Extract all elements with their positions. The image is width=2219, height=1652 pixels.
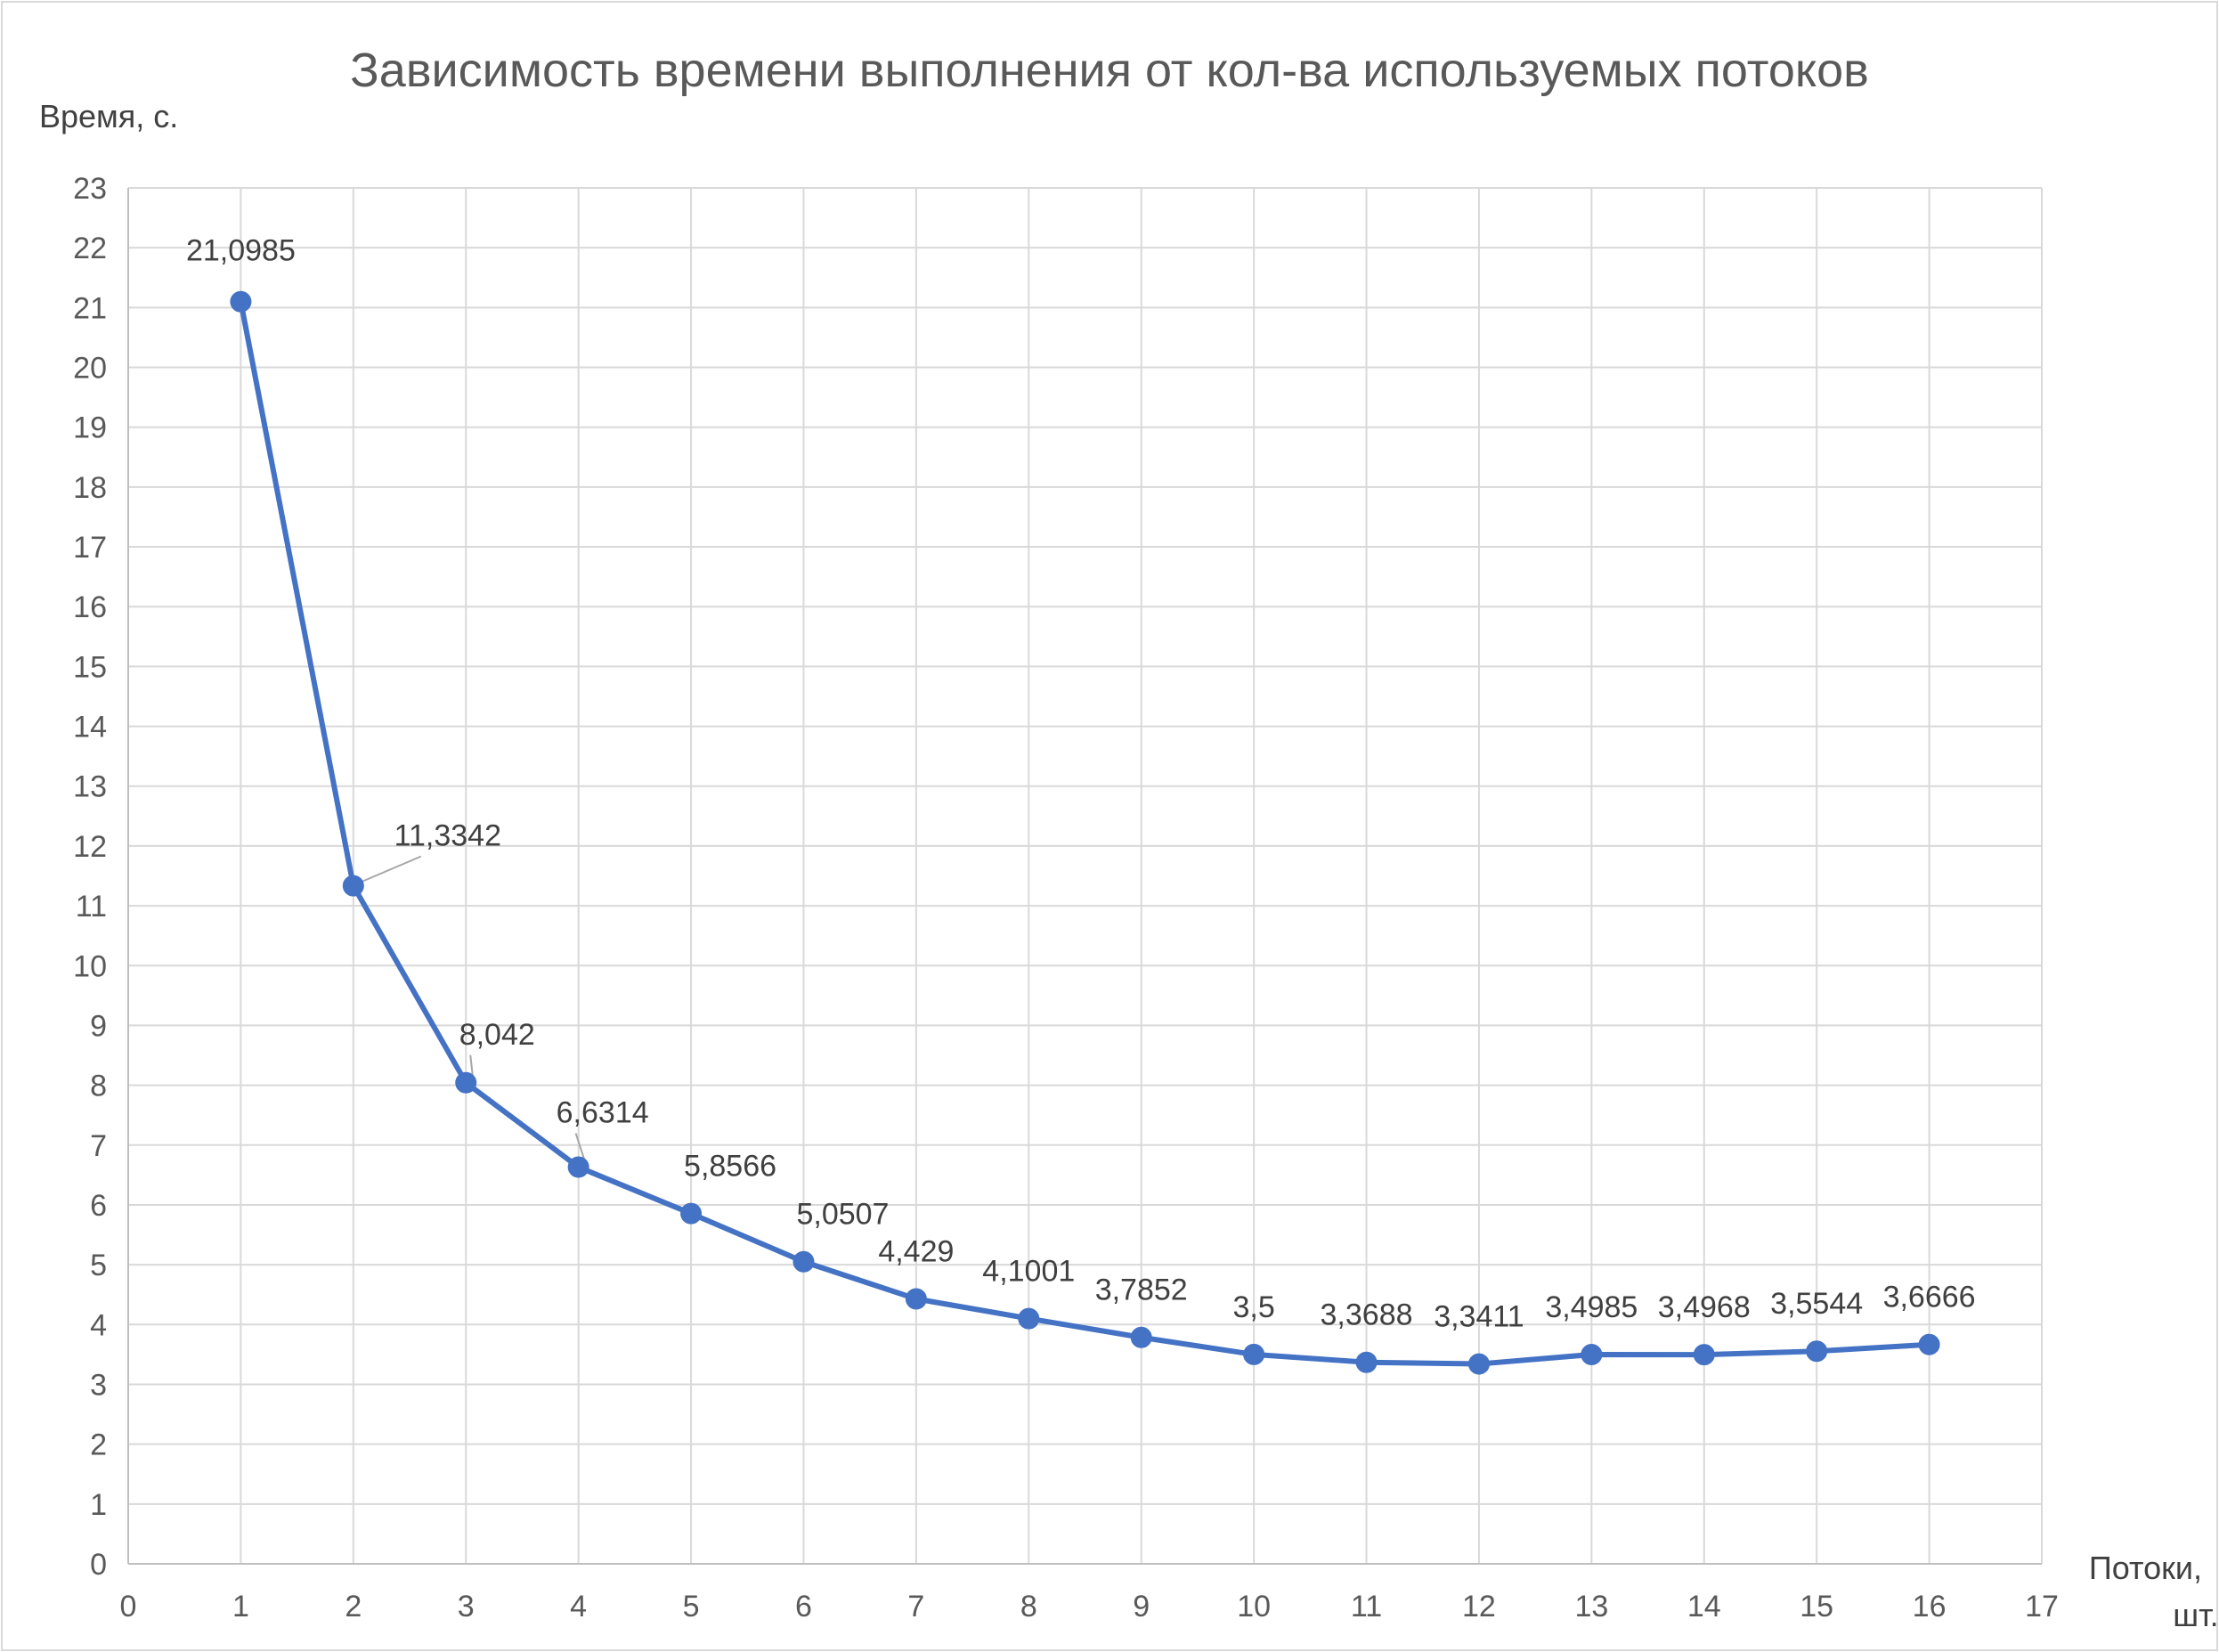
data-point-marker <box>1918 1333 1940 1355</box>
data-label: 5,8566 <box>684 1150 776 1184</box>
x-axis-title-line2: шт. <box>2173 1597 2218 1633</box>
y-tick-label: 6 <box>90 1189 107 1223</box>
series-layer <box>230 290 1940 1375</box>
x-tick-label: 16 <box>1913 1590 1947 1624</box>
y-tick-label: 2 <box>90 1428 107 1462</box>
data-label: 4,1001 <box>982 1255 1075 1289</box>
data-point-marker <box>1806 1340 1828 1363</box>
x-tick-label: 1 <box>232 1590 249 1624</box>
data-point-marker <box>1130 1326 1152 1348</box>
data-point-marker <box>905 1288 927 1310</box>
x-tick-label: 9 <box>1133 1590 1150 1624</box>
data-point-marker <box>1243 1343 1265 1365</box>
data-point-marker <box>342 875 364 897</box>
data-point-marker <box>230 290 252 313</box>
axis-layer <box>127 188 2042 1565</box>
data-label: 4,429 <box>878 1234 954 1268</box>
data-label: 3,4985 <box>1545 1290 1638 1324</box>
data-label: 3,3688 <box>1321 1298 1413 1332</box>
y-tick-label: 22 <box>73 232 107 265</box>
data-label: 6,6314 <box>557 1096 649 1130</box>
y-tick-label: 0 <box>90 1548 107 1582</box>
y-tick-label: 16 <box>73 590 107 624</box>
y-tick-label: 3 <box>90 1368 107 1402</box>
y-tick-label: 23 <box>73 172 107 206</box>
data-point-marker <box>1467 1353 1490 1375</box>
x-tick-label: 4 <box>570 1590 587 1624</box>
x-axis-title-line1: Потоки, <box>2089 1550 2202 1586</box>
x-tick-label: 13 <box>1574 1590 1608 1624</box>
data-label: 3,3411 <box>1434 1300 1524 1334</box>
data-point-marker <box>680 1202 703 1225</box>
x-tick-label: 7 <box>907 1590 924 1624</box>
data-point-marker <box>1581 1343 1603 1365</box>
data-label: 3,6666 <box>1883 1281 1976 1314</box>
x-tick-label: 10 <box>1237 1590 1271 1624</box>
y-tick-label: 14 <box>73 711 107 745</box>
y-tick-label: 8 <box>90 1070 107 1103</box>
y-tick-label: 7 <box>90 1129 107 1163</box>
leader-line <box>360 855 422 883</box>
chart-title: Зависимость времени выполнения от кол-ва… <box>350 44 1869 97</box>
data-point-marker <box>1355 1351 1378 1373</box>
y-axis-title: Время, с. <box>39 98 178 134</box>
x-tick-label: 2 <box>345 1590 362 1624</box>
y-tick-label: 19 <box>73 411 107 445</box>
data-point-marker <box>1693 1344 1715 1366</box>
y-tick-label: 11 <box>76 890 107 924</box>
y-tick-label: 17 <box>73 531 107 565</box>
y-tick-label: 21 <box>73 291 107 325</box>
y-tick-label: 10 <box>73 949 107 983</box>
y-tick-label: 12 <box>73 830 107 864</box>
x-tick-label: 5 <box>683 1590 700 1624</box>
data-label: 21,0985 <box>186 234 296 268</box>
y-tick-label: 20 <box>73 352 107 386</box>
y-tick-label: 1 <box>90 1488 107 1522</box>
data-label: 3,5 <box>1232 1290 1274 1324</box>
data-point-marker <box>567 1156 589 1178</box>
data-label: 8,042 <box>459 1018 535 1052</box>
x-tick-label: 6 <box>795 1590 812 1624</box>
x-tick-label: 3 <box>458 1590 475 1624</box>
x-tick-label: 15 <box>1800 1590 1833 1624</box>
data-label: 5,0507 <box>796 1198 889 1232</box>
data-point-marker <box>792 1250 815 1273</box>
x-tick-label: 11 <box>1351 1590 1382 1624</box>
y-tick-label: 13 <box>73 770 107 804</box>
y-tick-label: 4 <box>90 1308 107 1342</box>
y-tick-label: 5 <box>90 1249 107 1282</box>
x-tick-label: 14 <box>1687 1590 1721 1624</box>
data-point-marker <box>455 1071 477 1094</box>
x-tick-label: 0 <box>120 1590 137 1624</box>
data-label: 11,3342 <box>394 819 501 853</box>
data-label: 3,5544 <box>1770 1287 1863 1321</box>
y-tick-label: 9 <box>90 1009 107 1043</box>
y-tick-label: 15 <box>73 650 107 684</box>
x-tick-label: 17 <box>2025 1590 2059 1624</box>
y-tick-label: 18 <box>73 471 107 505</box>
series-line <box>238 298 1932 1367</box>
x-tick-label: 8 <box>1020 1590 1037 1624</box>
data-label: 3,4968 <box>1658 1290 1751 1324</box>
x-tick-label: 12 <box>1462 1590 1496 1624</box>
data-label-layer: 21,0985 11,3342 8,042 6,6314 5,8566 5,05074,4… <box>186 234 1976 1334</box>
data-point-marker <box>1018 1307 1040 1330</box>
data-label: 3,7852 <box>1095 1274 1188 1307</box>
